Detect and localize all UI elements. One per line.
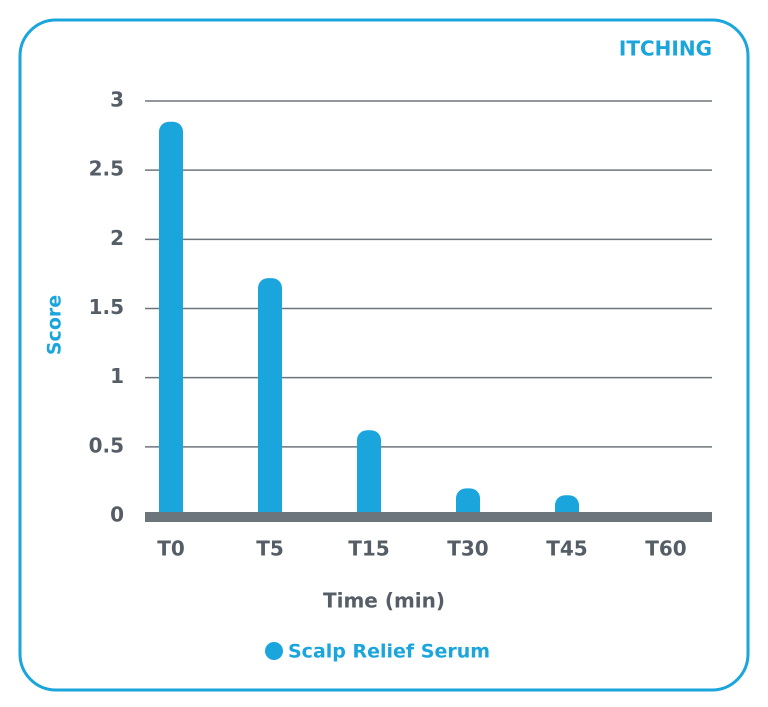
legend-marker (265, 642, 283, 660)
y-axis-label: Score (44, 295, 66, 355)
legend-label: Scalp Relief Serum (288, 641, 490, 663)
x-tick-label: T60 (645, 537, 686, 561)
bar (159, 121, 183, 522)
y-tick-label: 0.5 (89, 433, 124, 457)
bar (258, 278, 282, 522)
y-tick-label: 3 (110, 88, 124, 112)
y-tick-label: 1 (110, 364, 124, 388)
bar (357, 430, 381, 522)
x-tick-label: T0 (157, 537, 185, 561)
y-tick-label: 2 (110, 226, 124, 250)
x-tick-label: T15 (348, 537, 389, 561)
x-tick-label: T5 (256, 537, 284, 561)
x-tick-label: T45 (546, 537, 587, 561)
x-tick-label: T30 (447, 537, 488, 561)
x-axis-label: Time (min) (323, 589, 445, 613)
chart-title: ITCHING (619, 37, 712, 61)
plot: 0 0.5 1 1.5 2 2.5 3 T0 T5 T15 T30 T45 T60 Scalp Relie… (89, 88, 712, 663)
y-tick-label: 2.5 (89, 157, 124, 181)
frame (18, 18, 750, 692)
y-tick-label: 1.5 (89, 295, 124, 319)
y-tick-label: 0 (110, 503, 124, 527)
